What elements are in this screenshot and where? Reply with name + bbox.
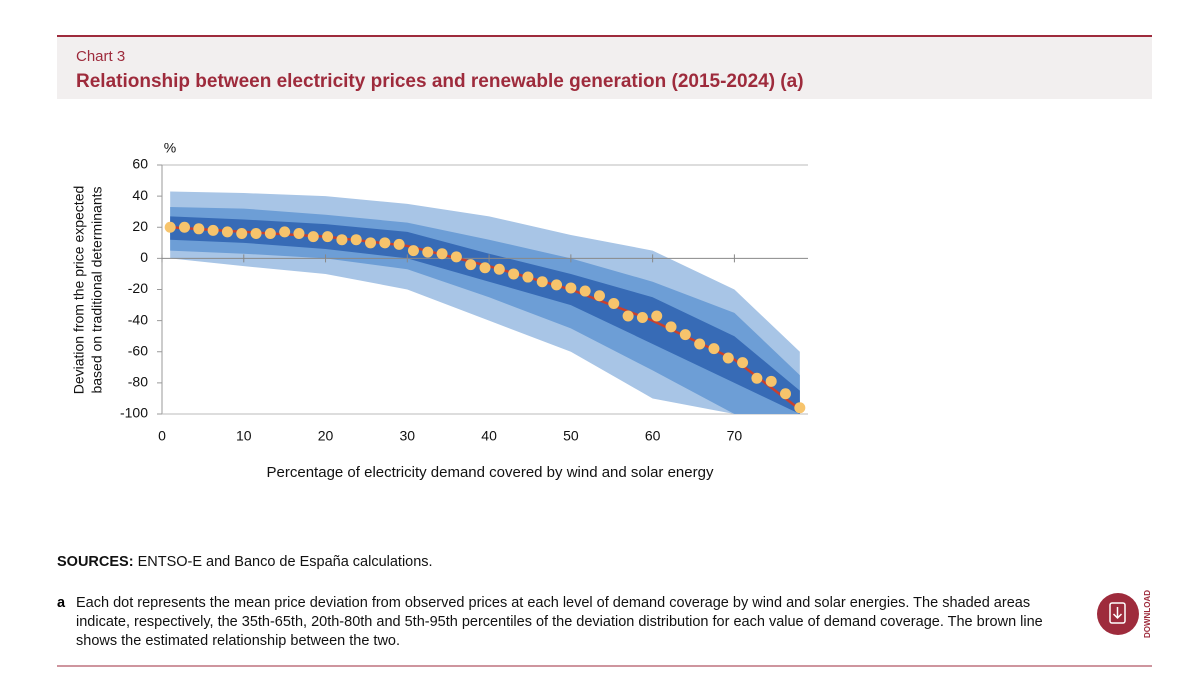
- dot: [250, 227, 262, 239]
- dot: [579, 285, 591, 297]
- dot: [708, 343, 720, 355]
- dot: [207, 224, 219, 236]
- y-tick-label: 20: [132, 218, 148, 234]
- x-tick-label: 50: [563, 428, 579, 444]
- dot: [307, 231, 319, 243]
- x-tick-label: 10: [236, 428, 252, 444]
- dot: [350, 234, 362, 246]
- download-glyph[interactable]: [1109, 602, 1126, 624]
- download-label[interactable]: DOWNLOAD: [1143, 590, 1152, 638]
- dot: [608, 298, 620, 310]
- x-tick-label: 30: [400, 428, 416, 444]
- header-band: [57, 36, 1152, 99]
- y-tick-label: 0: [140, 249, 148, 265]
- sources-label: SOURCES:: [57, 554, 134, 570]
- note-text: Each dot represents the mean price devia…: [76, 595, 1043, 649]
- dot: [751, 372, 763, 384]
- dot: [508, 268, 520, 280]
- y-tick-label: -100: [120, 405, 148, 421]
- y-axis-label: Deviation from the price expected: [71, 186, 87, 395]
- x-tick-label: 70: [727, 428, 743, 444]
- dot: [479, 262, 491, 274]
- dot: [794, 402, 806, 414]
- y-axis-label: based on traditional determinants: [89, 186, 105, 393]
- download-button[interactable]: DOWNLOAD: [1097, 590, 1152, 638]
- y-tick-label: -80: [128, 374, 148, 390]
- dot: [164, 221, 176, 233]
- chart-title: Relationship between electricity prices …: [76, 71, 804, 92]
- note-marker: a: [57, 595, 66, 611]
- percentile-band: [170, 216, 800, 414]
- dot: [221, 226, 233, 238]
- dot: [236, 227, 248, 239]
- chart-number: Chart 3: [76, 48, 125, 65]
- x-tick-label: 40: [481, 428, 497, 444]
- download-arrow[interactable]: [1112, 607, 1123, 620]
- dot: [393, 238, 405, 250]
- dot: [651, 310, 663, 322]
- y-tick-label: -60: [128, 342, 148, 358]
- x-tick-label: 20: [318, 428, 334, 444]
- dot: [551, 279, 563, 291]
- sources: SOURCES: ENTSO-E and Banco de España cal…: [57, 554, 433, 570]
- dot: [565, 282, 577, 294]
- dot: [293, 227, 305, 239]
- dot: [636, 312, 648, 324]
- dot: [178, 221, 190, 233]
- percentile-band: [170, 207, 800, 414]
- dot: [536, 276, 548, 288]
- dot: [722, 352, 734, 364]
- dot: [279, 226, 291, 238]
- dot: [522, 271, 534, 283]
- dot: [407, 245, 419, 257]
- x-tick-label: 0: [158, 428, 166, 444]
- x-axis-label: Percentage of electricity demand covered…: [267, 464, 714, 481]
- dot: [679, 329, 691, 341]
- dot: [780, 388, 792, 400]
- dot: [694, 338, 706, 350]
- dot: [436, 248, 448, 260]
- dot: [493, 263, 505, 275]
- dot: [336, 234, 348, 246]
- dot: [737, 357, 749, 369]
- x-tick-label: 60: [645, 428, 661, 444]
- dot: [264, 227, 276, 239]
- dot: [322, 231, 334, 243]
- y-tick-label: 40: [132, 187, 148, 203]
- dot: [193, 223, 205, 235]
- y-unit: %: [164, 140, 176, 156]
- dot: [622, 310, 634, 322]
- dot: [379, 237, 391, 249]
- y-tick-label: -40: [128, 311, 148, 327]
- dot: [665, 321, 677, 333]
- dot: [450, 251, 462, 263]
- dot: [365, 237, 377, 249]
- dot: [422, 246, 434, 258]
- dot: [593, 290, 605, 302]
- sources-text: ENTSO-E and Banco de España calculations…: [137, 554, 433, 570]
- y-tick-label: 60: [132, 156, 148, 172]
- dot: [465, 259, 477, 271]
- y-tick-label: -20: [128, 280, 148, 296]
- dot: [765, 375, 777, 387]
